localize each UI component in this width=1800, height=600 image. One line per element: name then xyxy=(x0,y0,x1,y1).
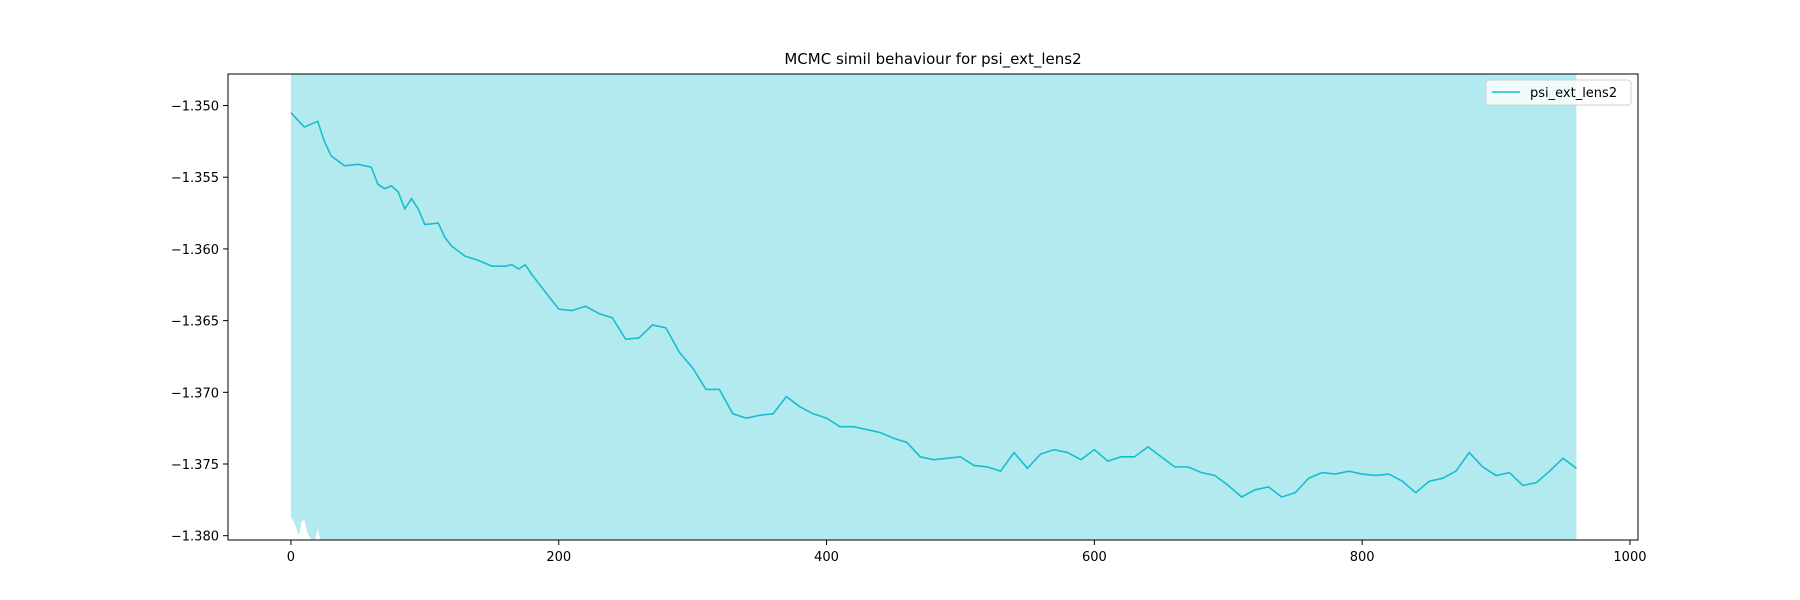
series-line-psi_ext_lens2 xyxy=(290,112,1577,498)
y-tick-label: −1.360 xyxy=(171,243,219,258)
x-tick-label: 200 xyxy=(546,550,571,565)
y-tick-label: −1.365 xyxy=(171,315,219,330)
axes-frame xyxy=(227,73,1639,541)
legend: psi_ext_lens2 xyxy=(1485,79,1632,106)
plot-area xyxy=(290,74,1577,540)
y-tick-label: −1.370 xyxy=(171,386,219,401)
legend-entry-psi_ext_lens2: psi_ext_lens2 xyxy=(1530,86,1617,101)
chart-title: MCMC simil behaviour for psi_ext_lens2 xyxy=(784,50,1081,69)
x-tick-label: 800 xyxy=(1350,550,1375,565)
x-axis: 0 200 400 600 800 1000 xyxy=(287,540,1647,565)
x-tick-label: 400 xyxy=(814,550,839,565)
x-tick-label: 600 xyxy=(1082,550,1107,565)
y-tick-label: −1.350 xyxy=(171,100,219,115)
y-tick-label: −1.375 xyxy=(171,458,219,473)
legend-box xyxy=(1485,79,1632,106)
y-tick-label: −1.380 xyxy=(171,530,219,545)
x-tick-label: 0 xyxy=(287,550,295,565)
y-tick-label: −1.355 xyxy=(171,171,219,186)
y-axis: −1.350 −1.355 −1.360 −1.365 −1.370 −1.375 −1.3… xyxy=(171,100,228,545)
x-tick-label: 1000 xyxy=(1613,550,1646,565)
uncertainty-band xyxy=(290,74,1577,540)
